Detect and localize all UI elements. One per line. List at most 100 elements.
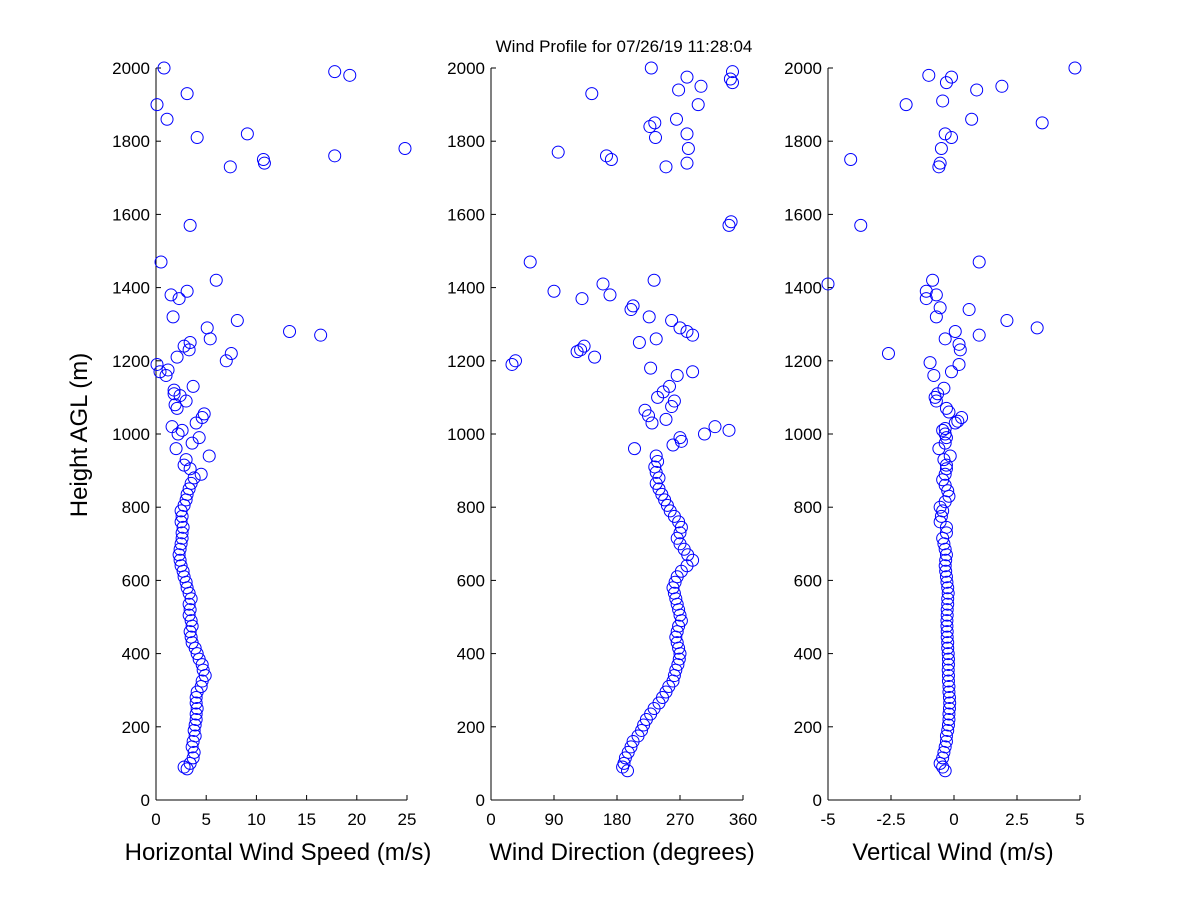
vertical-wind-data-point	[943, 696, 957, 710]
vertical-wind-data-point	[939, 734, 953, 748]
wind-direction-data-point	[644, 61, 658, 75]
wind-direction-data-point	[632, 336, 646, 349]
horizontal-wind-speed-data-point	[150, 357, 164, 371]
vertical-wind-data-point	[939, 458, 953, 472]
wind-direction-data-point	[673, 526, 687, 540]
wind-direction-data-point	[670, 625, 684, 639]
horizontal-wind-speed-data-point	[157, 61, 171, 75]
horizontal-wind-speed-data-point	[167, 383, 181, 397]
wind-direction-data-point	[617, 756, 631, 770]
vertical-wind-data-point	[941, 669, 955, 683]
horizontal-wind-speed-y-tick-label: 1200	[112, 352, 150, 371]
vertical-wind-data-point	[1068, 61, 1082, 75]
wind-direction-data-point	[666, 581, 680, 595]
wind-direction-data-point	[547, 284, 561, 298]
vertical-wind-data-point	[941, 597, 955, 611]
horizontal-wind-speed-data-point	[170, 401, 184, 415]
horizontal-wind-speed-data-point	[172, 292, 186, 306]
vertical-wind-data-point	[940, 608, 954, 622]
wind-direction-data-point	[644, 361, 658, 375]
wind-direction-data-point	[681, 142, 695, 156]
wind-direction-data-point	[624, 740, 638, 754]
vertical-wind-data-point	[934, 142, 948, 156]
vertical-wind-data-point	[899, 98, 913, 112]
vertical-wind-data-point	[938, 332, 952, 346]
vertical-wind-data-point	[941, 658, 955, 672]
vertical-wind-data-point	[940, 625, 954, 639]
wind-direction-data-point	[680, 127, 694, 141]
horizontal-wind-speed-data-point	[256, 153, 270, 166]
wind-direction-data-point	[635, 723, 648, 737]
vertical-wind-data-point	[943, 449, 957, 463]
wind-direction-data-point	[659, 412, 673, 426]
horizontal-wind-speed-data-point	[189, 696, 203, 710]
horizontal-wind-speed-data-point	[175, 509, 189, 523]
vertical-wind-data-point	[941, 641, 955, 655]
wind-direction-y-tick-label: 1800	[447, 132, 485, 151]
wind-direction-data-point	[724, 215, 738, 229]
wind-direction-data-point	[574, 343, 588, 357]
wind-direction-data-point	[645, 416, 659, 430]
vertical-wind-data-point	[926, 273, 940, 287]
vertical-wind-data-point	[939, 462, 953, 476]
vertical-wind-data-point	[941, 652, 955, 666]
vertical-wind-data-point	[972, 328, 986, 342]
wind-direction-data-point	[673, 431, 687, 445]
wind-direction-y-tick-label: 1000	[447, 425, 485, 444]
horizontal-wind-speed-x-tick-label: 0	[151, 810, 160, 829]
wind-direction-data-point	[680, 325, 694, 339]
vertical-wind-data-point	[939, 526, 953, 540]
vertical-wind-y-tick-label: 800	[794, 498, 822, 517]
vertical-wind-data-point	[929, 288, 943, 302]
wind-direction-data-point	[577, 339, 591, 353]
vertical-wind-panel: 0 200 400 600 800 1000 1200 1400 1600 1800 2000 -5 -…	[784, 59, 1085, 866]
vertical-wind-data-point	[936, 504, 950, 518]
vertical-wind-data-point	[942, 691, 956, 705]
horizontal-wind-speed-data-point	[182, 597, 196, 611]
vertical-wind-data-point	[941, 586, 955, 600]
vertical-wind-x-tick-label: -5	[820, 810, 835, 829]
horizontal-wind-speed-data-point	[167, 387, 181, 401]
vertical-wind-data-point	[938, 559, 952, 573]
wind-direction-data-point	[523, 255, 537, 269]
horizontal-wind-speed-data-point	[202, 449, 216, 463]
wind-direction-x-tick-label: 270	[666, 810, 694, 829]
wind-direction-data-point	[638, 403, 652, 417]
vertical-wind-y-tick-label: 1200	[784, 352, 822, 371]
wind-direction-y-tick-label: 1200	[447, 352, 485, 371]
vertical-wind-data-point	[941, 581, 955, 595]
vertical-wind-data-point	[942, 680, 956, 694]
horizontal-wind-speed-data-point	[189, 691, 203, 705]
horizontal-wind-speed-data-point	[224, 346, 238, 360]
vertical-wind-data-point	[933, 301, 947, 315]
vertical-wind-data-point	[970, 83, 984, 97]
horizontal-wind-speed-data-point	[343, 68, 357, 82]
vertical-wind-x-tick-label: -2.5	[876, 810, 905, 829]
vertical-wind-data-point	[933, 156, 947, 170]
wind-direction-data-point	[663, 379, 676, 393]
figure-title: Wind Profile for 07/26/19 11:28:04	[496, 37, 753, 56]
vertical-wind-data-point	[952, 337, 966, 351]
wind-direction-data-point	[722, 218, 736, 232]
horizontal-wind-speed-data-point	[185, 636, 199, 650]
wind-direction-data-point	[698, 427, 711, 441]
horizontal-wind-speed-data-point	[174, 537, 188, 551]
vertical-wind-data-point	[940, 603, 954, 617]
wind-direction-data-point	[670, 636, 684, 650]
horizontal-wind-speed-data-point	[173, 553, 187, 567]
vertical-wind-data-point	[937, 381, 951, 395]
horizontal-wind-speed-data-point	[230, 314, 244, 328]
horizontal-wind-speed-data-point	[187, 745, 201, 759]
vertical-wind-data-point	[922, 68, 936, 82]
wind-direction-data-point	[694, 79, 708, 93]
vertical-wind-x-tick-label: 0	[949, 810, 958, 829]
vertical-wind-data-point	[952, 357, 966, 371]
horizontal-wind-speed-data-point	[179, 453, 193, 467]
vertical-wind-data-point	[995, 79, 1009, 93]
vertical-wind-data-point	[941, 723, 955, 737]
vertical-wind-data-point	[941, 484, 955, 498]
vertical-wind-y-tick-label: 600	[794, 571, 822, 590]
vertical-wind-data-point	[939, 729, 953, 743]
wind-direction-data-point	[588, 350, 602, 364]
